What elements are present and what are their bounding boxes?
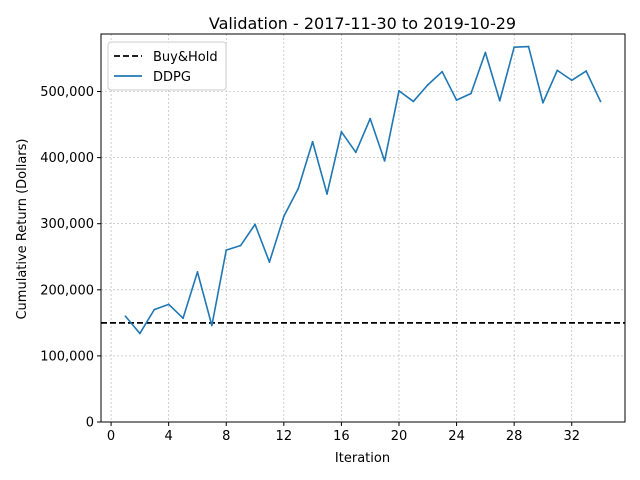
ddpg-point (455, 99, 458, 101)
x-tick-label: 28 (506, 429, 523, 444)
plot-frame (100, 33, 626, 423)
x-tick-label: 8 (222, 429, 230, 444)
ddpg-point (282, 215, 285, 218)
ddpg-point (441, 70, 444, 73)
ddpg-point (354, 151, 357, 154)
ddpg-point (585, 70, 588, 72)
legend: Buy&Hold DDPG (107, 41, 227, 91)
ddpg-point (498, 99, 501, 102)
ddpg-point (124, 315, 127, 318)
x-axis-label: Iteration (335, 451, 390, 466)
ddpg-point (412, 100, 415, 103)
ddpg-point (426, 83, 429, 86)
y-tick-label: 0 (86, 416, 94, 431)
x-tick-label: 4 (165, 429, 173, 444)
y-axis-label: Cumulative Return (Dollars) (15, 138, 30, 319)
ddpg-point (210, 324, 213, 327)
x-tick-label: 20 (391, 429, 408, 444)
legend-buy-hold-label: Buy&Hold (153, 50, 218, 65)
ddpg-point (470, 92, 472, 95)
ddpg-point (182, 317, 184, 320)
grid-lines (101, 34, 625, 423)
ddpg-point (398, 89, 400, 92)
ddpg-line (124, 45, 602, 335)
y-tick-label: 200,000 (40, 283, 94, 298)
y-tick-label: 400,000 (40, 151, 94, 166)
ddpg-point (239, 244, 242, 247)
ddpg-series (124, 45, 602, 335)
ddpg-point (570, 79, 573, 82)
ddpg-point (138, 332, 141, 335)
ddpg-point (297, 187, 300, 190)
ddpg-point (556, 69, 559, 72)
ddpg-point (311, 140, 314, 143)
x-tick-label: 16 (333, 429, 350, 444)
y-tick-label: 100,000 (40, 349, 94, 364)
y-tick-label: 500,000 (40, 85, 94, 100)
ddpg-point (340, 130, 343, 133)
x-tick-label: 12 (276, 429, 293, 444)
ddpg-point (383, 160, 386, 162)
ddpg-point (369, 117, 372, 120)
x-tick-label: 32 (563, 429, 580, 444)
ddpg-point (513, 46, 516, 49)
chart-title: Validation - 2017-11-30 to 2019-10-29 (209, 14, 516, 33)
x-axis: 0 4 8 12 16 20 24 28 32 (107, 422, 580, 444)
x-tick-label: 0 (107, 429, 115, 444)
ddpg-point (254, 223, 256, 226)
ddpg-point (167, 303, 170, 306)
legend-box (107, 41, 227, 91)
ddpg-point (268, 261, 271, 263)
ddpg-point (225, 249, 228, 252)
legend-ddpg-label: DDPG (153, 70, 191, 85)
ddpg-point (484, 51, 487, 54)
ddpg-point (599, 100, 602, 103)
ddpg-point (196, 271, 199, 273)
ddpg-point (527, 45, 530, 48)
ddpg-point (153, 308, 156, 311)
ddpg-point (542, 101, 544, 104)
y-axis: 0 100,000 200,000 300,000 400,000 500,000 (40, 85, 101, 431)
ddpg-point (326, 193, 328, 195)
y-tick-label: 300,000 (40, 217, 94, 232)
x-tick-label: 24 (448, 429, 465, 444)
